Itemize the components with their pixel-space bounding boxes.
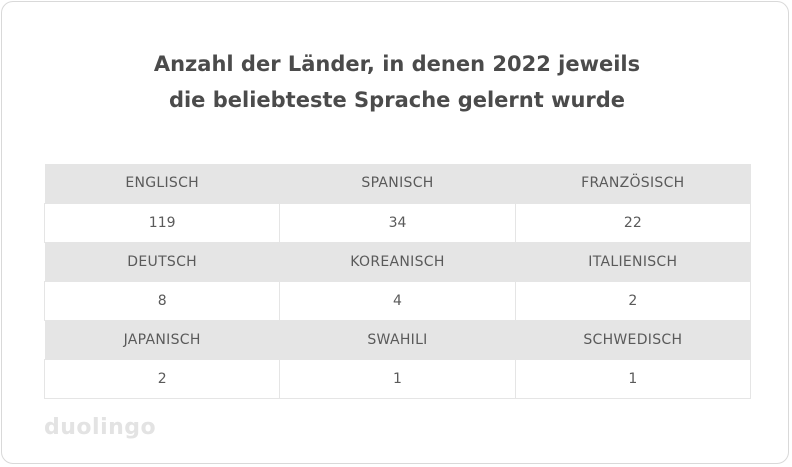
language-row: ENGLISCH SPANISCH FRANZÖSISCH xyxy=(44,164,751,203)
value-row: 119 34 22 xyxy=(43,202,752,243)
value-cell: 1 xyxy=(279,358,516,399)
value-cell: 1 xyxy=(514,358,752,399)
language-cell: ITALIENISCH xyxy=(515,242,751,281)
chart-title-line-1: Anzahl der Länder, in denen 2022 jeweils xyxy=(153,52,641,76)
value-cell: 8 xyxy=(43,280,281,321)
language-cell: JAPANISCH xyxy=(44,320,280,359)
language-cell: DEUTSCH xyxy=(44,242,280,281)
value-cell: 4 xyxy=(279,280,516,321)
value-cell: 119 xyxy=(43,202,281,243)
language-row: DEUTSCH KOREANISCH ITALIENISCH xyxy=(44,242,751,281)
language-cell: SWAHILI xyxy=(279,320,516,359)
value-row: 2 1 1 xyxy=(43,358,752,399)
language-cell: ENGLISCH xyxy=(44,164,280,203)
language-cell: FRANZÖSISCH xyxy=(515,164,751,203)
chart-title: Anzahl der Länder, in denen 2022 jeweils… xyxy=(2,46,792,118)
chart-title-line-2: die beliebteste Sprache gelernt wurde xyxy=(168,88,626,112)
language-cell: SCHWEDISCH xyxy=(515,320,751,359)
duolingo-logo: duolingo xyxy=(44,415,157,440)
value-row: 8 4 2 xyxy=(43,280,752,321)
language-cell: KOREANISCH xyxy=(279,242,516,281)
language-table: ENGLISCH SPANISCH FRANZÖSISCH 119 34 22 … xyxy=(43,164,752,399)
language-cell: SPANISCH xyxy=(279,164,516,203)
language-row: JAPANISCH SWAHILI SCHWEDISCH xyxy=(44,320,751,359)
value-cell: 34 xyxy=(279,202,516,243)
value-cell: 2 xyxy=(514,280,752,321)
value-cell: 2 xyxy=(43,358,281,399)
value-cell: 22 xyxy=(514,202,752,243)
